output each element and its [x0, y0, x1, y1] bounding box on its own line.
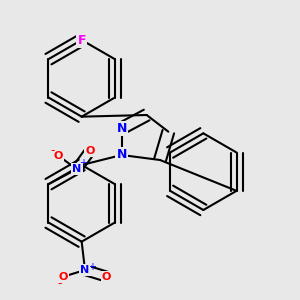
Text: N: N [116, 148, 127, 161]
Text: O: O [85, 146, 95, 156]
Text: N: N [80, 265, 90, 275]
Text: +: + [88, 262, 96, 272]
Text: +: + [79, 158, 87, 168]
Text: F: F [77, 34, 86, 46]
Text: -: - [58, 278, 62, 290]
Text: -: - [50, 144, 55, 157]
Text: O: O [58, 272, 68, 282]
Text: O: O [54, 151, 63, 161]
Text: O: O [102, 272, 111, 282]
Text: N: N [72, 164, 81, 174]
Text: N: N [116, 122, 127, 135]
